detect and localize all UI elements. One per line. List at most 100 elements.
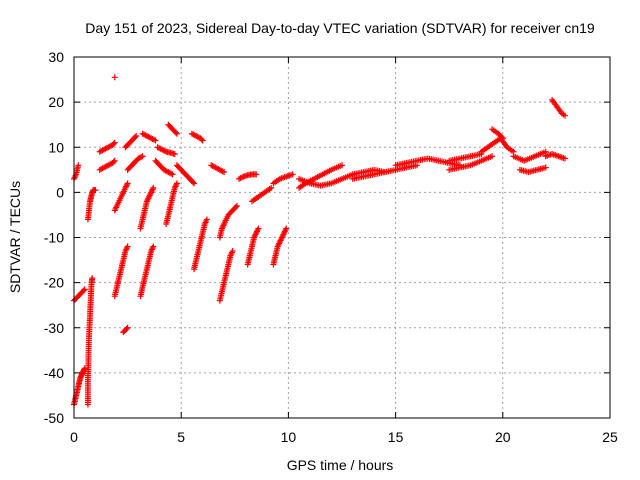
data-point xyxy=(150,243,157,250)
data-point xyxy=(253,171,260,178)
y-tick-label: 20 xyxy=(48,94,64,110)
data-point xyxy=(124,180,131,187)
series-arc25 xyxy=(216,248,236,304)
data-point xyxy=(111,157,118,164)
series-arc15 xyxy=(137,184,157,232)
series-arc1 xyxy=(71,286,88,304)
series-arc34 xyxy=(349,162,421,182)
series-arc9 xyxy=(111,243,131,300)
series-arc26 xyxy=(216,202,240,241)
data-point xyxy=(133,132,140,139)
data-point xyxy=(139,153,146,160)
data-point xyxy=(80,287,87,294)
data-point xyxy=(561,112,568,119)
series-arc4 xyxy=(71,162,82,182)
data-point xyxy=(203,216,210,223)
series-arc28 xyxy=(244,225,262,268)
series-arc13 xyxy=(122,132,140,151)
data-point xyxy=(339,162,345,169)
data-point xyxy=(124,324,131,331)
series-arc16 xyxy=(139,130,159,144)
series-arc3 xyxy=(84,275,96,408)
data-point xyxy=(255,225,262,232)
data-point xyxy=(542,164,549,171)
data-point xyxy=(152,137,159,144)
series-arc43 xyxy=(549,96,568,119)
x-axis-label: GPS time / hours xyxy=(287,457,394,473)
data-point xyxy=(229,248,236,255)
series-arc5 xyxy=(84,187,99,223)
series-arc7 xyxy=(96,157,118,173)
data-point xyxy=(233,202,240,209)
series-arc20 xyxy=(163,180,180,227)
x-tick-label: 0 xyxy=(70,429,78,445)
data-point xyxy=(173,130,180,137)
series-arc21 xyxy=(173,162,198,187)
x-tick-label: 20 xyxy=(495,429,511,445)
data-point xyxy=(124,243,131,250)
series-arc36 xyxy=(446,153,496,173)
series-arc35 xyxy=(392,155,463,169)
series-arc38 xyxy=(478,135,517,155)
data-point xyxy=(189,179,196,186)
chart-title: Day 151 of 2023, Sidereal Day-to-day VTE… xyxy=(85,20,595,36)
data-points xyxy=(71,74,568,408)
data-point xyxy=(111,139,118,146)
data-point xyxy=(110,158,117,165)
data-point xyxy=(150,184,157,191)
series-arc40 xyxy=(510,148,549,164)
series-arc30 xyxy=(270,225,290,268)
series-arc42 xyxy=(542,151,568,162)
data-point xyxy=(232,204,239,211)
data-point xyxy=(268,184,275,191)
data-point xyxy=(191,180,198,187)
data-point xyxy=(75,162,82,169)
y-axis-label: SDTVAR / TECUs xyxy=(7,181,23,293)
data-point xyxy=(499,135,506,142)
data-point xyxy=(81,286,88,293)
y-tick-label: 10 xyxy=(48,139,64,155)
series-arc12 xyxy=(124,153,146,173)
series-arc17 xyxy=(152,157,176,178)
series-arc27 xyxy=(236,171,260,182)
data-point xyxy=(173,180,180,187)
series-arc6 xyxy=(96,139,118,155)
data-point xyxy=(169,171,176,178)
series-arc8 xyxy=(111,74,118,81)
series-arc29 xyxy=(248,184,275,205)
y-tick-label: 30 xyxy=(48,49,64,65)
y-tick-label: 0 xyxy=(56,184,64,200)
data-point xyxy=(110,140,117,147)
y-tick-label: -10 xyxy=(44,230,64,246)
series-arc39 xyxy=(489,126,506,142)
series-arc24 xyxy=(208,162,228,176)
x-tick-label: 5 xyxy=(177,429,185,445)
series-arc18 xyxy=(154,144,178,158)
series-arc14 xyxy=(137,243,157,300)
y-tick-label: -40 xyxy=(44,365,64,381)
series-arc33 xyxy=(296,166,388,189)
x-tick-label: 10 xyxy=(281,429,297,445)
series-arc10 xyxy=(120,324,131,336)
data-point xyxy=(172,129,179,136)
x-tick-label: 15 xyxy=(388,429,404,445)
series-arc23 xyxy=(188,130,206,144)
axis-ticks: 0 5 10 15 20 25 -50 -40 -30 -20 -10 0 10 20 30 xyxy=(44,49,618,445)
series-arc41 xyxy=(516,164,549,176)
series-arc11 xyxy=(111,180,131,214)
y-tick-label: -50 xyxy=(44,410,64,426)
data-point xyxy=(198,136,205,143)
data-point xyxy=(132,134,139,141)
data-point xyxy=(92,187,99,194)
series-arc22 xyxy=(191,216,210,273)
data-point xyxy=(89,275,96,282)
data-point xyxy=(111,74,118,81)
y-tick-label: -20 xyxy=(44,275,64,291)
series-arc19 xyxy=(165,121,180,137)
y-tick-label: -30 xyxy=(44,320,64,336)
x-tick-label: 25 xyxy=(602,429,618,445)
data-point xyxy=(221,169,228,176)
data-point xyxy=(171,151,178,158)
grid-layer xyxy=(74,57,610,418)
